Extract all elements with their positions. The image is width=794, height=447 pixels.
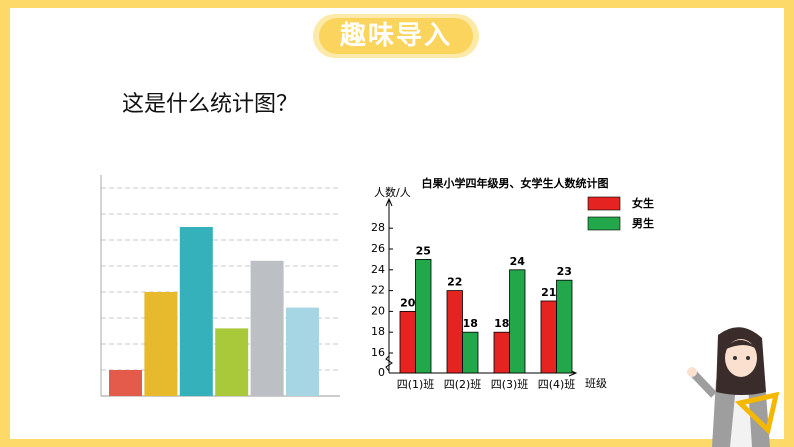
bar <box>144 292 178 396</box>
data-label: 24 <box>510 255 526 268</box>
bar <box>250 260 284 396</box>
legend-label: 女生 <box>632 196 654 210</box>
y-arrow <box>385 197 393 207</box>
data-label: 20 <box>400 296 416 309</box>
y-tick-label: 18 <box>371 325 385 338</box>
axis-break <box>385 355 393 372</box>
y-tick-label: 20 <box>371 304 385 317</box>
data-label: 18 <box>494 317 509 330</box>
illustration <box>687 327 780 447</box>
y-tick-label: 24 <box>371 263 385 276</box>
legend-label: 男生 <box>632 216 654 230</box>
data-label: 18 <box>463 317 478 330</box>
y-axis-label: 人数/人 <box>374 186 411 199</box>
data-label: 22 <box>447 276 462 289</box>
bar <box>286 307 319 396</box>
x-axis-label: 班级 <box>585 377 607 390</box>
legend-swatch <box>587 216 621 231</box>
x-tick-label: 四(4)班 <box>538 378 576 391</box>
bar <box>540 300 557 374</box>
question: 这是什么统计图？ <box>122 92 299 117</box>
y-tick-label: 26 <box>371 242 385 255</box>
bar <box>109 370 142 396</box>
y-tick-label: 0 <box>378 366 385 379</box>
bar <box>179 227 213 396</box>
y-tick-label: 16 <box>371 346 385 359</box>
y-tick-label: 28 <box>371 221 385 234</box>
bar <box>462 331 479 374</box>
x-tick-label: 四(1)班 <box>397 378 435 391</box>
bar <box>493 331 510 374</box>
x-tick-label: 四(3)班 <box>491 378 529 391</box>
data-label: 21 <box>541 286 556 299</box>
x-tick-label: 四(2)班 <box>444 378 482 391</box>
header-pill: 趣味导入 <box>313 14 479 58</box>
legend-swatch <box>587 196 621 211</box>
bar <box>509 269 526 374</box>
data-label: 23 <box>557 265 572 278</box>
data-label: 25 <box>416 244 431 257</box>
header-title: 趣味导入 <box>319 18 473 54</box>
bar <box>446 290 463 374</box>
chart-title: 白果小学四年级男、女学生人数统计图 <box>422 176 609 190</box>
bar <box>215 328 249 396</box>
bar <box>399 310 416 374</box>
bar <box>556 279 573 374</box>
bar <box>415 258 432 374</box>
y-tick-label: 22 <box>371 284 385 297</box>
